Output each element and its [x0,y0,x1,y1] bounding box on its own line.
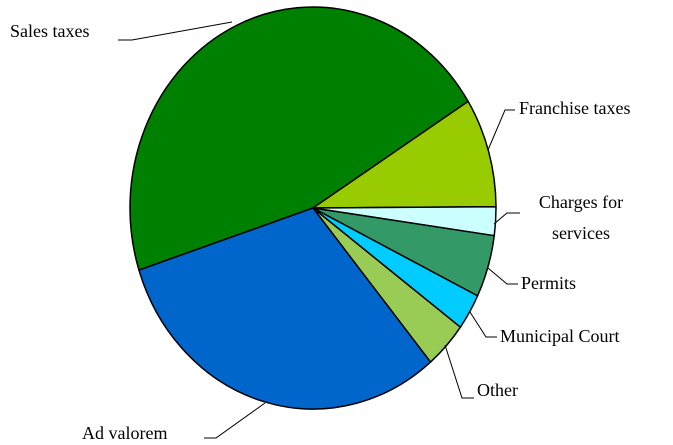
leader-line [487,267,518,285]
slice-label: Ad valorem [82,423,168,443]
slice-label: Other [477,380,518,400]
leader-line [444,344,474,399]
pie-slice [129,6,469,271]
leader-line [118,21,233,41]
slice-label: Permits [521,273,577,293]
leader-line [469,311,497,338]
leader-line [493,212,520,225]
leader-line [204,402,266,439]
leader-line [487,109,515,151]
slice-label: Municipal Court [500,326,620,346]
slice-label: Franchise taxes [519,98,631,118]
slice-label: Charges for services [538,192,624,243]
pie-slice [138,207,432,410]
pie-slice [312,100,497,209]
slice-label: Sales taxes [10,21,90,41]
